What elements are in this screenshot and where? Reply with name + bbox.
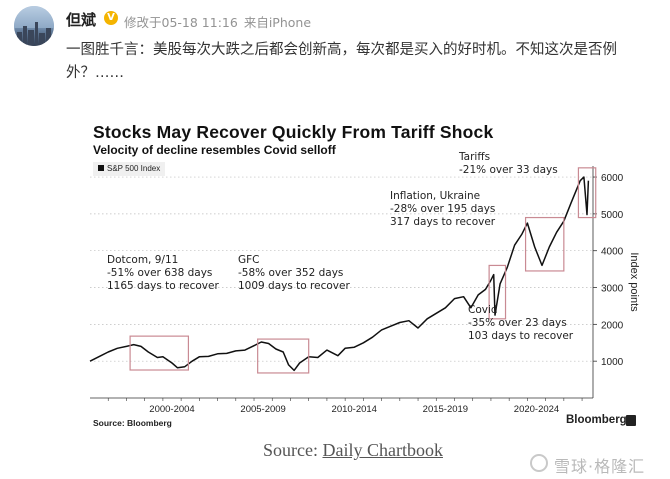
avatar-building (46, 28, 51, 46)
annotation-text: -21% over 33 days (459, 164, 558, 176)
y-tick-label: 2000 (601, 320, 624, 331)
avatar-building (23, 26, 27, 46)
avatar-sky (14, 6, 54, 28)
x-tick-label: 2005-2009 (240, 404, 285, 415)
annotation-text: Dotcom, 9/11 (107, 254, 178, 266)
image-credit: Source: Daily Chartbook (263, 440, 443, 461)
edited-time: 修改于05-18 11:16 (124, 15, 238, 30)
annotation-text: Tariffs (458, 151, 490, 163)
snowball-logo-icon (530, 454, 548, 472)
annotation-text: -51% over 638 days (107, 267, 212, 279)
y-tick-label: 4000 (601, 247, 624, 258)
bloomberg-logo-icon (626, 415, 636, 426)
annotation-box (577, 167, 597, 219)
annotation-text: -28% over 195 days (390, 203, 495, 215)
legend-swatch (98, 165, 104, 171)
credit-prefix: Source: (263, 440, 323, 460)
verified-badge-icon: V (104, 11, 118, 25)
avatar-building (35, 22, 38, 46)
annotation-text: Covid (468, 304, 498, 316)
y-tick-label: 5000 (601, 210, 624, 221)
chart-source: Source: Bloomberg (93, 418, 172, 428)
annotation-text: GFC (238, 254, 260, 266)
chart-subtitle: Velocity of decline resembles Covid sell… (93, 143, 336, 157)
y-tick-label: 1000 (601, 357, 624, 368)
chart-legend: S&P 500 Index (93, 162, 166, 176)
annotation-text: 103 days to recover (468, 330, 574, 342)
annotation-box (257, 338, 310, 374)
annotation-text: 1165 days to recover (107, 280, 219, 292)
chart-brand: Bloomberg (566, 414, 627, 426)
annotation-text: 317 days to recover (390, 216, 496, 228)
username[interactable]: 但斌 (66, 11, 97, 29)
avatar-building (17, 32, 22, 46)
annotation-box (488, 264, 507, 320)
annotation-box (524, 216, 565, 272)
x-tick-label: 2000-2004 (149, 404, 194, 415)
avatar-building (28, 30, 34, 46)
chart-title: Stocks May Recover Quickly From Tariff S… (93, 122, 494, 142)
avatar[interactable] (14, 6, 54, 46)
post-source: 来自iPhone (243, 15, 312, 30)
chart-image[interactable]: 1000 2000 3000 4000 5000 6000 Index points 2000… (88, 118, 640, 436)
x-tick-label: 2010-2014 (332, 404, 377, 415)
legend-label: S&P 500 Index (107, 164, 161, 173)
annotation-text: -35% over 23 days (468, 317, 567, 329)
y-axis-label: Index points (628, 252, 640, 312)
x-tick-label: 2015-2019 (423, 404, 468, 415)
chart-plot: 1000 2000 3000 4000 5000 6000 Index points 2000… (89, 151, 640, 415)
x-tick-label: 2020-2024 (514, 404, 559, 415)
annotation-text: Inflation, Ukraine (390, 190, 480, 202)
post-text: 一图胜千言：美股每次大跌之后都会创新高，每次都是买入的好时机。不知这次是否例外？… (66, 42, 617, 81)
annotation-text: -58% over 352 days (238, 267, 343, 279)
annotation-box (129, 335, 190, 371)
avatar-building (39, 33, 45, 46)
watermark: 雪球·格隆汇 (554, 457, 646, 476)
y-tick-label: 3000 (601, 284, 624, 295)
series-line-sp500 (89, 176, 590, 372)
credit-link[interactable]: Daily Chartbook (322, 440, 443, 460)
y-tick-label: 6000 (601, 173, 624, 184)
post-meta: 修改于05-18 11:16 来自iPhone (124, 12, 317, 31)
annotation-text: 1009 days to recover (238, 280, 350, 292)
